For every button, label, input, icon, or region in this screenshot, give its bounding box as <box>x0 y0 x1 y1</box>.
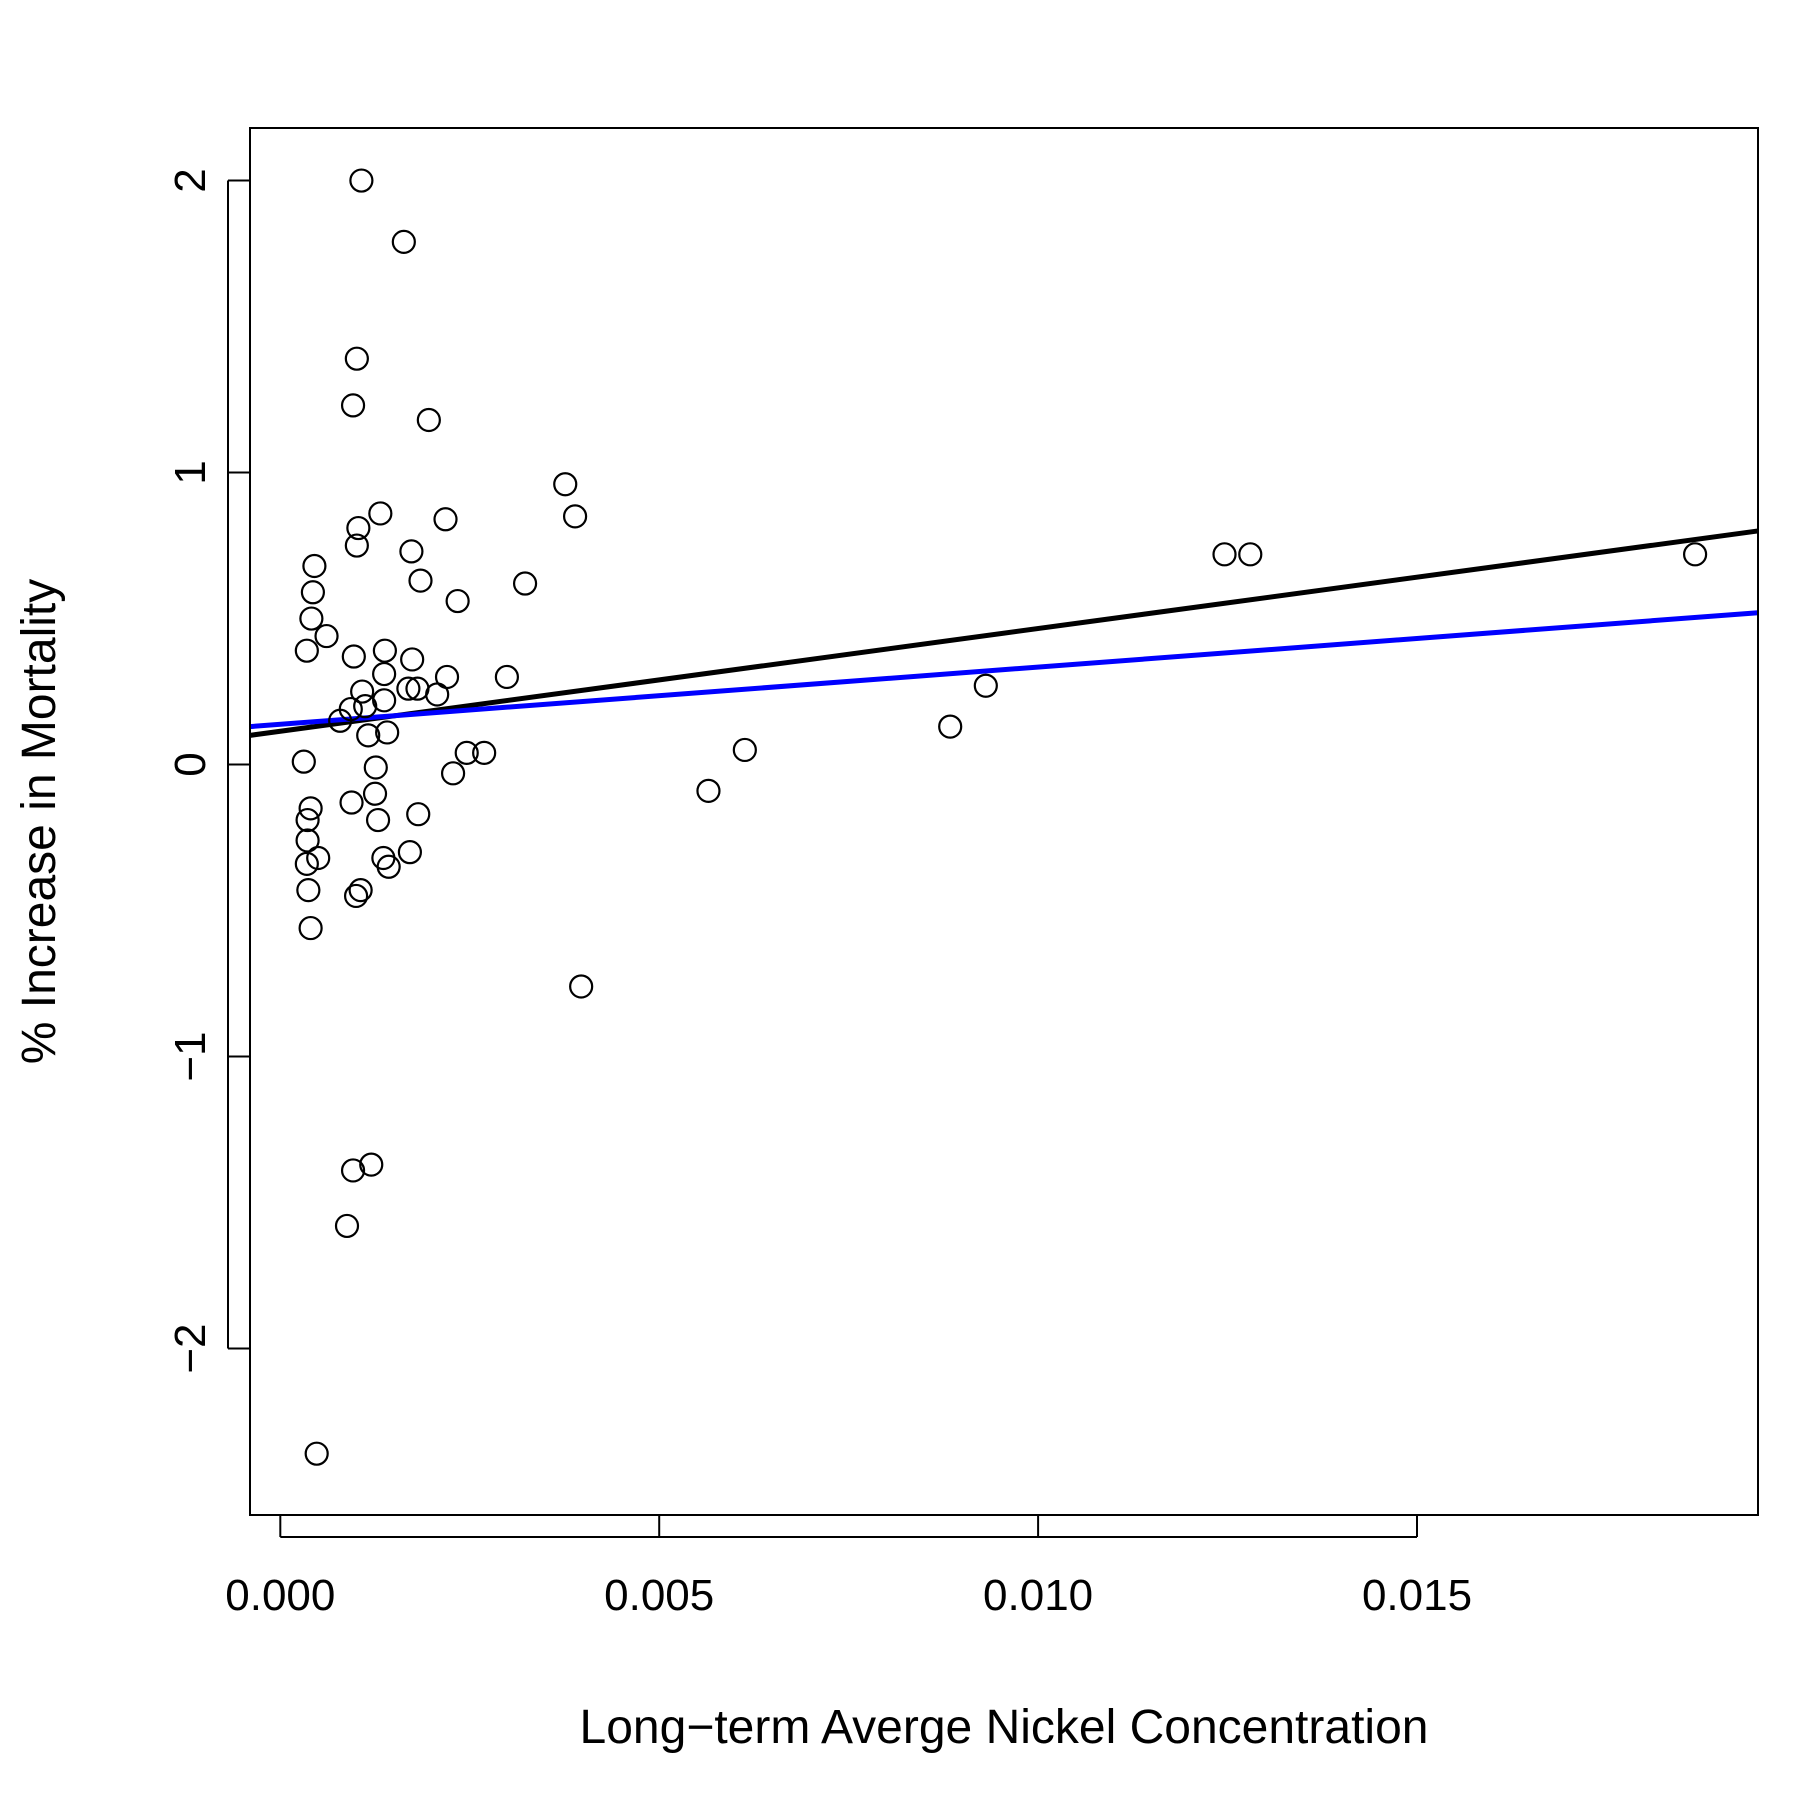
data-point <box>356 723 381 748</box>
data-point <box>696 778 721 803</box>
data-point <box>433 507 458 532</box>
data-point <box>343 883 369 909</box>
data-point <box>408 568 433 593</box>
x-axis-title: Long−term Averge Nickel Concentration <box>580 1701 1429 1754</box>
y-tick-label: 1 <box>166 460 215 484</box>
y-tick-label: −1 <box>166 1031 215 1081</box>
data-point <box>376 854 401 879</box>
data-point <box>295 807 320 833</box>
data-point <box>368 501 393 526</box>
data-point <box>372 661 397 687</box>
y-tick-label: 2 <box>166 168 215 192</box>
data-point <box>346 515 371 541</box>
y-axis-title: % Increase in Mortality <box>13 579 66 1065</box>
x-tick-label: 0.000 <box>225 1571 335 1620</box>
y-tick-label: −2 <box>166 1323 215 1373</box>
regression-line <box>249 528 1759 738</box>
data-point <box>406 802 431 827</box>
data-point <box>291 749 316 774</box>
data-point <box>454 740 479 765</box>
data-points <box>291 168 1708 1466</box>
data-point <box>341 644 366 669</box>
data-point <box>512 571 538 596</box>
data-point <box>399 539 424 564</box>
data-point <box>353 694 378 719</box>
regression-line <box>249 610 1759 730</box>
data-point <box>569 974 594 999</box>
data-point <box>306 845 331 871</box>
data-point <box>339 790 364 815</box>
data-point <box>314 623 339 649</box>
data-point <box>1212 542 1237 567</box>
data-point <box>472 740 497 765</box>
data-point <box>372 688 397 713</box>
data-point <box>375 720 400 745</box>
data-point <box>938 714 963 739</box>
data-point <box>328 708 353 733</box>
regression-lines <box>249 528 1759 738</box>
data-point <box>440 761 466 786</box>
data-point <box>349 168 374 193</box>
data-point <box>732 737 757 763</box>
data-point <box>359 1152 384 1177</box>
data-point <box>299 606 324 631</box>
data-point <box>344 533 369 558</box>
data-point <box>295 828 320 853</box>
data-point <box>396 676 421 701</box>
x-tick-label: 0.005 <box>604 1571 714 1620</box>
data-point <box>296 878 321 903</box>
data-point <box>553 472 578 497</box>
data-point <box>973 673 998 698</box>
data-point <box>397 840 422 865</box>
data-point <box>365 807 391 833</box>
data-point <box>294 638 319 663</box>
data-point <box>298 796 323 821</box>
data-point <box>372 638 397 663</box>
data-point <box>562 504 588 529</box>
data-point <box>344 346 369 371</box>
data-point <box>400 647 425 672</box>
data-point <box>362 781 388 806</box>
x-tick-label: 0.015 <box>1362 1571 1472 1620</box>
data-point <box>304 1441 329 1466</box>
data-point <box>340 393 366 418</box>
data-point <box>416 407 441 433</box>
x-axis: 0.000 0.005 0.010 0.015 <box>225 1515 1472 1620</box>
data-point <box>363 755 388 780</box>
data-point <box>1238 542 1263 567</box>
data-point <box>350 679 375 704</box>
data-point <box>391 229 416 254</box>
data-point <box>334 1213 360 1239</box>
y-axis: −2 −1 0 1 2 <box>166 168 250 1374</box>
data-point <box>348 878 373 903</box>
y-tick-label: 0 <box>166 752 215 776</box>
data-point <box>425 682 450 707</box>
data-point <box>298 915 323 941</box>
data-point <box>294 851 319 876</box>
data-point <box>1683 542 1708 567</box>
data-point <box>340 1158 366 1183</box>
plot-frame <box>249 127 1759 1516</box>
data-point <box>300 580 325 605</box>
data-point <box>494 664 519 690</box>
data-point <box>445 588 470 614</box>
data-point <box>302 553 327 579</box>
x-tick-label: 0.010 <box>983 1571 1093 1620</box>
